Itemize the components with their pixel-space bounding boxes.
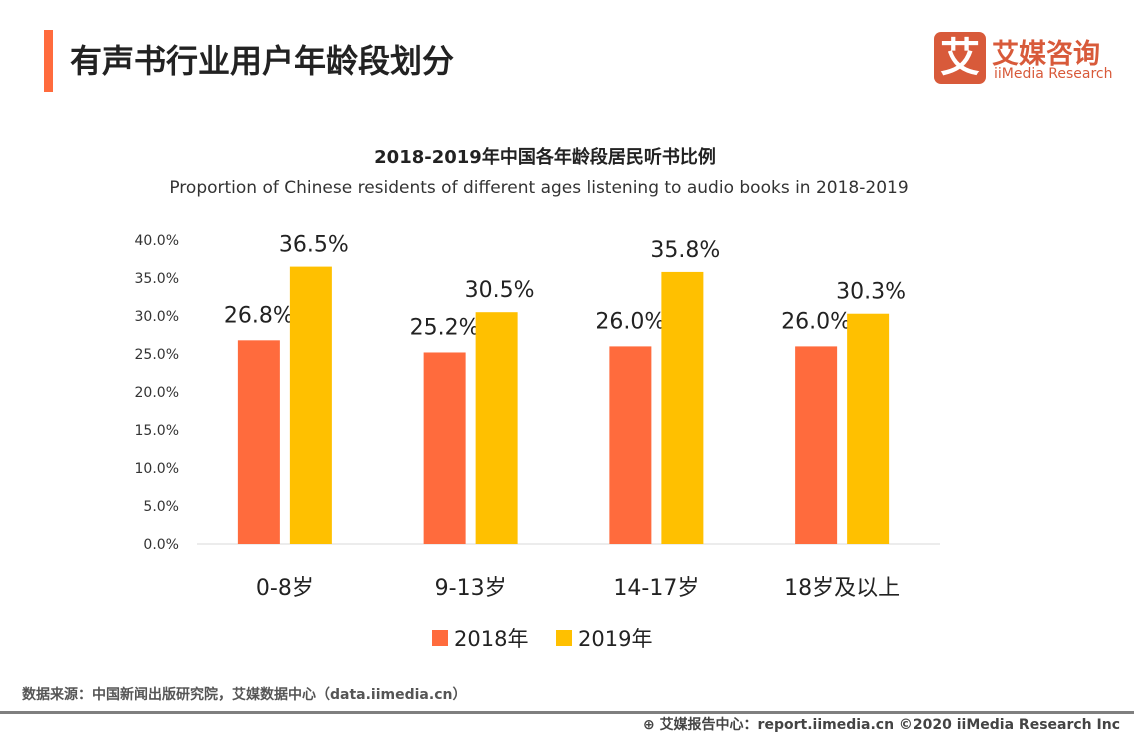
footer-copyright: ⊕ 艾媒报告中心：report.iimedia.cn ©2020 iiMedia… bbox=[643, 714, 1120, 734]
y-tick-label: 15.0% bbox=[135, 423, 179, 439]
globe-icon: ⊕ bbox=[642, 717, 660, 733]
bar-2018年 bbox=[423, 352, 466, 544]
x-tick-label: 14-17岁 bbox=[613, 576, 699, 601]
legend-label: 2019年 bbox=[578, 627, 652, 651]
legend-swatch bbox=[556, 630, 572, 646]
title-accent-bar bbox=[44, 30, 53, 92]
data-label: 26.0% bbox=[781, 309, 851, 334]
data-label: 25.2% bbox=[410, 315, 480, 340]
x-tick-label: 9-13岁 bbox=[435, 576, 507, 601]
page-title: 有声书行业用户年龄段划分 bbox=[70, 42, 455, 80]
data-label: 35.8% bbox=[650, 238, 720, 263]
logo-icon: 艾 bbox=[934, 32, 986, 84]
data-label: 30.5% bbox=[465, 278, 535, 303]
bar-2018年 bbox=[795, 346, 838, 544]
logo-text-en: iiMedia Research bbox=[994, 66, 1113, 82]
y-tick-label: 0.0% bbox=[143, 537, 179, 553]
bar-2019年 bbox=[289, 266, 332, 544]
data-label: 36.5% bbox=[279, 233, 349, 258]
y-tick-label: 5.0% bbox=[143, 499, 179, 515]
bar-2018年 bbox=[237, 340, 280, 544]
logo-text-cn: 艾媒咨询 bbox=[992, 39, 1100, 70]
x-tick-label: 0-8岁 bbox=[256, 576, 314, 601]
y-tick-label: 40.0% bbox=[135, 233, 179, 249]
y-tick-label: 25.0% bbox=[135, 347, 179, 363]
footer-divider bbox=[0, 711, 1134, 714]
chart-title: 2018-2019年中国各年龄段居民听书比例 bbox=[374, 147, 716, 168]
y-tick-label: 30.0% bbox=[135, 309, 179, 325]
legend-swatch bbox=[432, 630, 448, 646]
copyright-text: 艾媒报告中心：report.iimedia.cn ©2020 iiMedia R… bbox=[659, 717, 1120, 733]
bar-2018年 bbox=[609, 346, 652, 544]
bar-2019年 bbox=[661, 271, 704, 544]
data-label: 26.0% bbox=[595, 309, 665, 334]
data-source: 数据来源：中国新闻出版研究院，艾媒数据中心（data.iimedia.cn） bbox=[22, 687, 467, 703]
y-tick-label: 20.0% bbox=[135, 385, 179, 401]
bar-2019年 bbox=[847, 313, 890, 544]
data-label: 26.8% bbox=[224, 303, 294, 328]
legend-label: 2018年 bbox=[454, 627, 528, 651]
bar-2019年 bbox=[475, 312, 518, 544]
data-label: 30.3% bbox=[836, 280, 906, 305]
chart-subtitle: Proportion of Chinese residents of diffe… bbox=[169, 178, 909, 198]
x-tick-label: 18岁及以上 bbox=[784, 576, 900, 601]
y-tick-label: 35.0% bbox=[135, 271, 179, 287]
y-tick-label: 10.0% bbox=[135, 461, 179, 477]
